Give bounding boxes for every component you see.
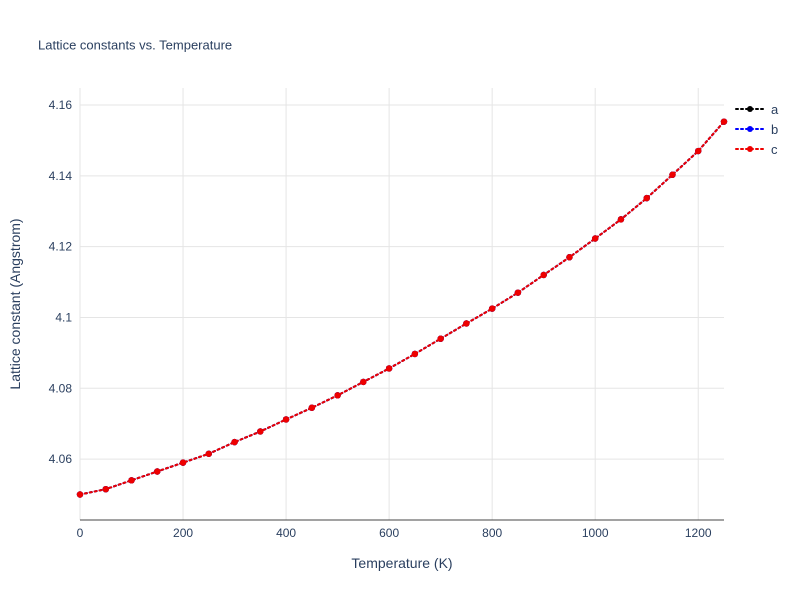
series-marker-c bbox=[643, 194, 650, 202]
y-axis-label: Lattice constant (Angstrom) bbox=[7, 218, 23, 390]
y-tick-label: 4.06 bbox=[49, 452, 73, 466]
x-axis-label: Temperature (K) bbox=[351, 555, 453, 571]
legend-item-c[interactable]: c bbox=[735, 141, 778, 157]
series-line-c bbox=[79, 120, 725, 496]
series-line-b bbox=[79, 120, 725, 496]
series-marker-c bbox=[514, 289, 522, 296]
series-line-a bbox=[79, 120, 725, 496]
series-marker-c bbox=[695, 147, 702, 155]
legend-line-sample-icon bbox=[735, 146, 765, 152]
series-marker-c bbox=[437, 335, 444, 342]
series-marker-c bbox=[76, 491, 84, 498]
series-marker-c bbox=[128, 477, 135, 484]
series-marker-c bbox=[385, 365, 393, 372]
series-marker-c bbox=[540, 271, 547, 279]
series-marker-c bbox=[669, 171, 676, 178]
series-marker-c bbox=[592, 235, 599, 242]
series-marker-c bbox=[463, 320, 470, 327]
series-marker-c bbox=[617, 216, 625, 223]
legend-label: c bbox=[771, 141, 778, 157]
series-marker-c bbox=[720, 118, 728, 125]
y-tick-label: 4.12 bbox=[49, 240, 73, 254]
x-tick-label: 0 bbox=[77, 526, 84, 540]
legend-label: b bbox=[771, 121, 779, 137]
y-tick-label: 4.1 bbox=[55, 310, 72, 324]
series-marker-c bbox=[179, 459, 187, 466]
series-marker-c bbox=[282, 416, 290, 423]
series-marker-c bbox=[488, 305, 496, 312]
series-marker-c bbox=[205, 450, 212, 457]
y-tick-label: 4.14 bbox=[49, 169, 73, 183]
x-tick-label: 1000 bbox=[582, 526, 609, 540]
series-marker-c bbox=[411, 350, 419, 358]
series-marker-c bbox=[231, 438, 238, 446]
y-tick-label: 4.08 bbox=[49, 381, 73, 395]
x-tick-label: 400 bbox=[276, 526, 296, 540]
series-marker-c bbox=[566, 254, 573, 261]
legend-item-a[interactable]: a bbox=[735, 101, 778, 117]
x-tick-label: 1200 bbox=[685, 526, 712, 540]
legend-label: a bbox=[771, 101, 779, 117]
y-tick-label: 4.16 bbox=[49, 98, 73, 112]
x-tick-label: 800 bbox=[482, 526, 502, 540]
legend-line-sample-icon bbox=[735, 126, 765, 132]
legend-line-sample-icon bbox=[735, 106, 765, 112]
series-marker-c bbox=[308, 404, 316, 411]
series-marker-c bbox=[360, 378, 367, 386]
series-marker-c bbox=[257, 428, 264, 435]
series-marker-c bbox=[334, 392, 341, 399]
x-tick-label: 200 bbox=[173, 526, 193, 540]
x-tick-label: 600 bbox=[379, 526, 399, 540]
series-marker-c bbox=[154, 468, 161, 475]
legend-item-b[interactable]: b bbox=[735, 121, 778, 137]
chart-title: Lattice constants vs. Temperature bbox=[38, 37, 233, 53]
series-marker-c bbox=[102, 485, 109, 493]
